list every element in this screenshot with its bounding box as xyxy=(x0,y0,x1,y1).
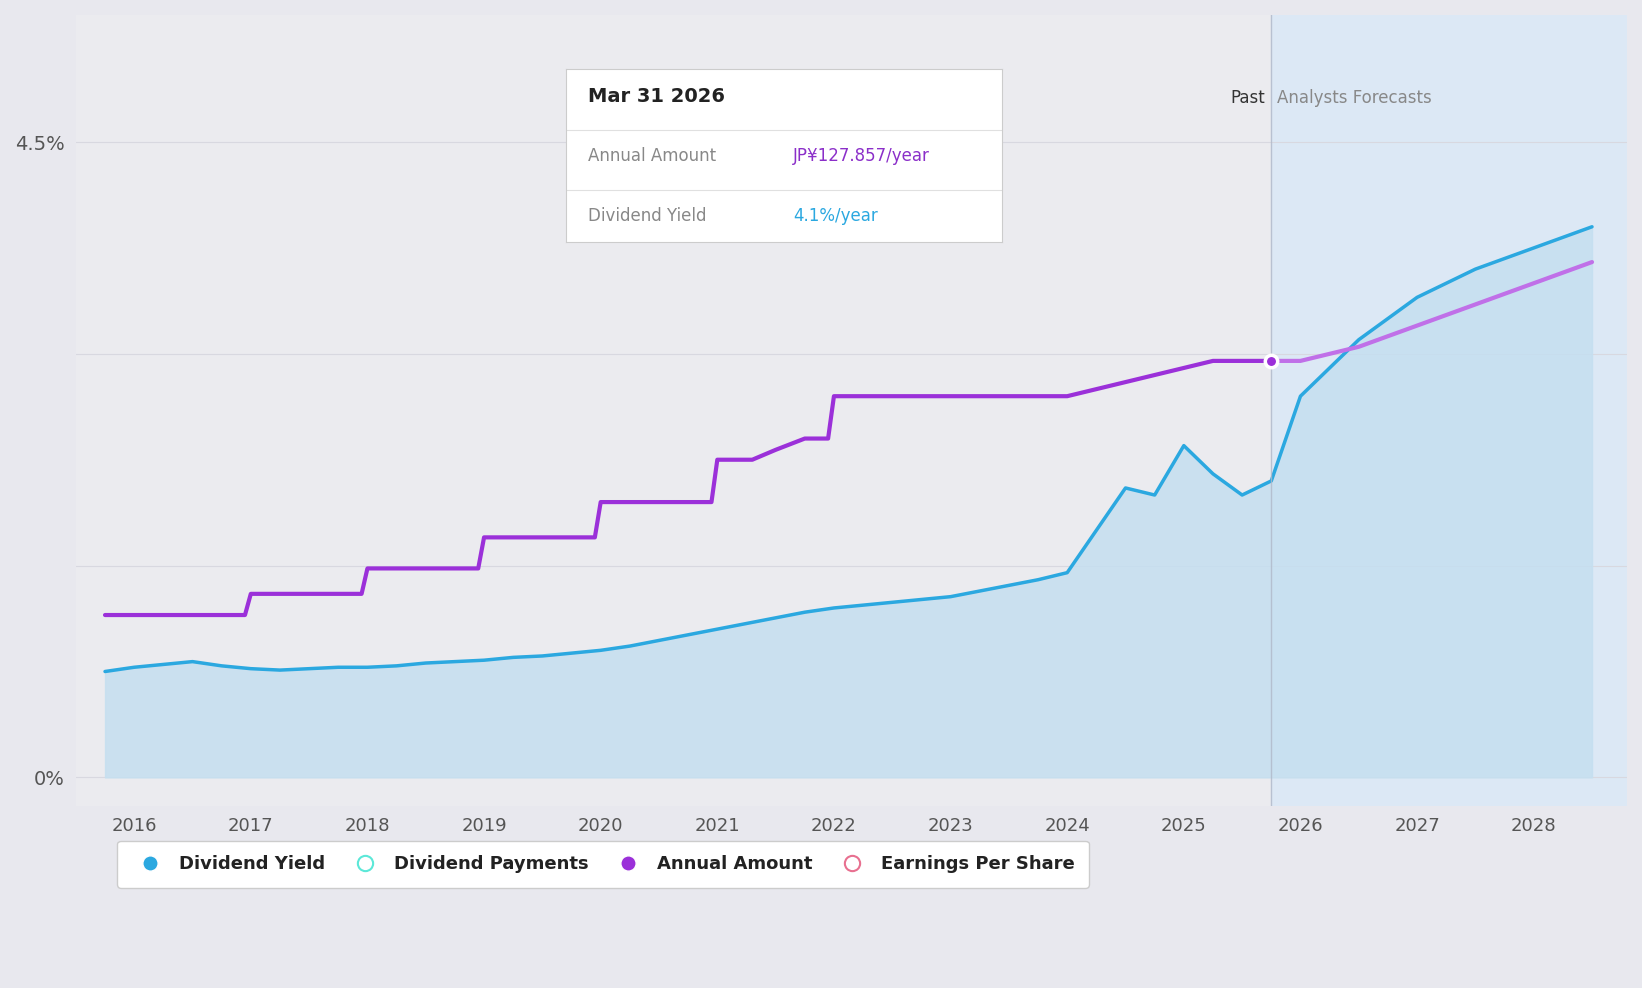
Text: Dividend Yield: Dividend Yield xyxy=(588,207,706,225)
Legend: Dividend Yield, Dividend Payments, Annual Amount, Earnings Per Share: Dividend Yield, Dividend Payments, Annua… xyxy=(118,841,1089,887)
Bar xyxy=(76,15,1271,805)
Text: Mar 31 2026: Mar 31 2026 xyxy=(588,87,726,107)
Text: Past: Past xyxy=(1232,89,1266,107)
Text: Analysts Forecasts: Analysts Forecasts xyxy=(1277,89,1432,107)
Text: Annual Amount: Annual Amount xyxy=(588,146,716,165)
Text: JP¥127.857/year: JP¥127.857/year xyxy=(793,146,929,165)
Text: 4.1%/year: 4.1%/year xyxy=(793,207,877,225)
Bar xyxy=(1271,15,1627,805)
Point xyxy=(1258,353,1284,369)
